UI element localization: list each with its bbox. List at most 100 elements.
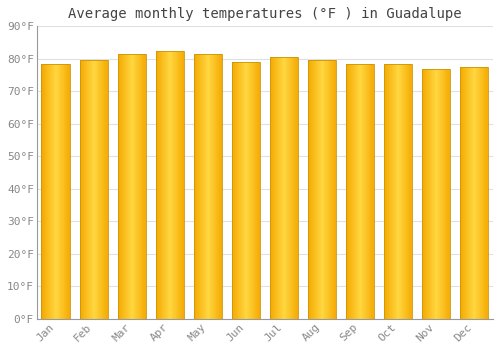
Bar [233,62,234,319]
Bar [316,61,317,319]
Bar [487,67,488,319]
Bar [63,64,64,319]
Bar [217,54,218,319]
Bar [88,61,89,319]
Bar [426,69,428,319]
Bar [394,64,395,319]
Bar [254,62,255,319]
Bar [327,61,328,319]
Bar [390,64,391,319]
Bar [165,51,166,319]
Bar [356,64,357,319]
Bar [240,62,241,319]
Bar [444,69,446,319]
Bar [253,62,254,319]
Bar [245,62,246,319]
Bar [314,61,315,319]
Bar [484,67,486,319]
Bar [460,67,488,319]
Bar [50,64,51,319]
Bar [318,61,319,319]
Bar [429,69,430,319]
Bar [270,57,271,319]
Bar [358,64,359,319]
Bar [282,57,283,319]
Bar [346,64,347,319]
Bar [284,57,286,319]
Bar [467,67,468,319]
Bar [207,54,208,319]
Bar [176,51,177,319]
Bar [160,51,162,319]
Bar [136,54,137,319]
Bar [91,61,92,319]
Bar [277,57,278,319]
Bar [468,67,469,319]
Bar [329,61,330,319]
Bar [430,69,431,319]
Bar [481,67,482,319]
Bar [90,61,91,319]
Bar [93,61,94,319]
Bar [395,64,396,319]
Bar [396,64,398,319]
Bar [234,62,235,319]
Bar [53,64,54,319]
Bar [372,64,373,319]
Bar [133,54,134,319]
Bar [232,62,260,319]
Bar [194,54,222,319]
Bar [432,69,433,319]
Bar [330,61,331,319]
Bar [198,54,200,319]
Bar [290,57,291,319]
Bar [215,54,216,319]
Bar [66,64,67,319]
Bar [308,61,309,319]
Bar [124,54,126,319]
Bar [126,54,127,319]
Bar [400,64,401,319]
Bar [434,69,436,319]
Bar [401,64,402,319]
Bar [423,69,424,319]
Bar [324,61,325,319]
Bar [48,64,50,319]
Bar [334,61,335,319]
Bar [132,54,133,319]
Title: Average monthly temperatures (°F ) in Guadalupe: Average monthly temperatures (°F ) in Gu… [68,7,462,21]
Bar [281,57,282,319]
Bar [325,61,326,319]
Bar [373,64,374,319]
Bar [42,64,70,319]
Bar [64,64,65,319]
Bar [168,51,169,319]
Bar [312,61,314,319]
Bar [287,57,288,319]
Bar [411,64,412,319]
Bar [238,62,240,319]
Bar [410,64,411,319]
Bar [157,51,158,319]
Bar [82,61,83,319]
Bar [359,64,360,319]
Bar [128,54,129,319]
Bar [206,54,207,319]
Bar [360,64,362,319]
Bar [54,64,55,319]
Bar [127,54,128,319]
Bar [370,64,372,319]
Bar [346,64,374,319]
Bar [123,54,124,319]
Bar [436,69,438,319]
Bar [81,61,82,319]
Bar [129,54,130,319]
Bar [408,64,410,319]
Bar [279,57,280,319]
Bar [403,64,404,319]
Bar [218,54,220,319]
Bar [101,61,102,319]
Bar [56,64,57,319]
Bar [214,54,215,319]
Bar [235,62,236,319]
